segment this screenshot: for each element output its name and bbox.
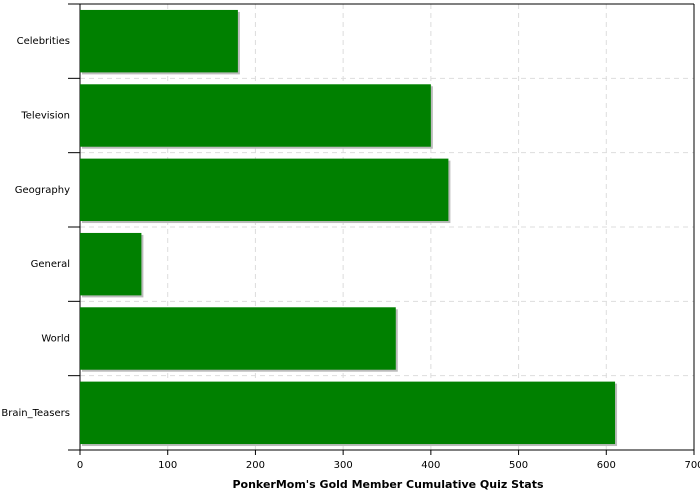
x-tick-label: 0 bbox=[77, 460, 83, 471]
y-tick-label: General bbox=[31, 259, 70, 270]
y-tick-label: Television bbox=[20, 111, 70, 122]
bar bbox=[80, 9, 238, 73]
y-tick-label: World bbox=[41, 334, 70, 345]
x-tick-label: 600 bbox=[597, 460, 616, 471]
x-tick-label: 700 bbox=[684, 460, 700, 471]
y-tick-label: Geography bbox=[15, 185, 70, 196]
y-tick-label: Celebrities bbox=[17, 36, 70, 47]
x-tick-label: 200 bbox=[246, 460, 265, 471]
x-tick-label: 300 bbox=[334, 460, 353, 471]
bar bbox=[80, 307, 396, 370]
bar bbox=[80, 84, 431, 147]
x-tick-label: 100 bbox=[158, 460, 177, 471]
bar bbox=[80, 381, 616, 445]
bar bbox=[80, 232, 142, 296]
x-tick-label: 400 bbox=[421, 460, 440, 471]
x-tick-label: 500 bbox=[509, 460, 528, 471]
y-tick-label: Brain_Teasers bbox=[1, 408, 70, 419]
x-axis-title: PonkerMom's Gold Member Cumulative Quiz … bbox=[232, 478, 544, 491]
bar bbox=[80, 158, 449, 222]
